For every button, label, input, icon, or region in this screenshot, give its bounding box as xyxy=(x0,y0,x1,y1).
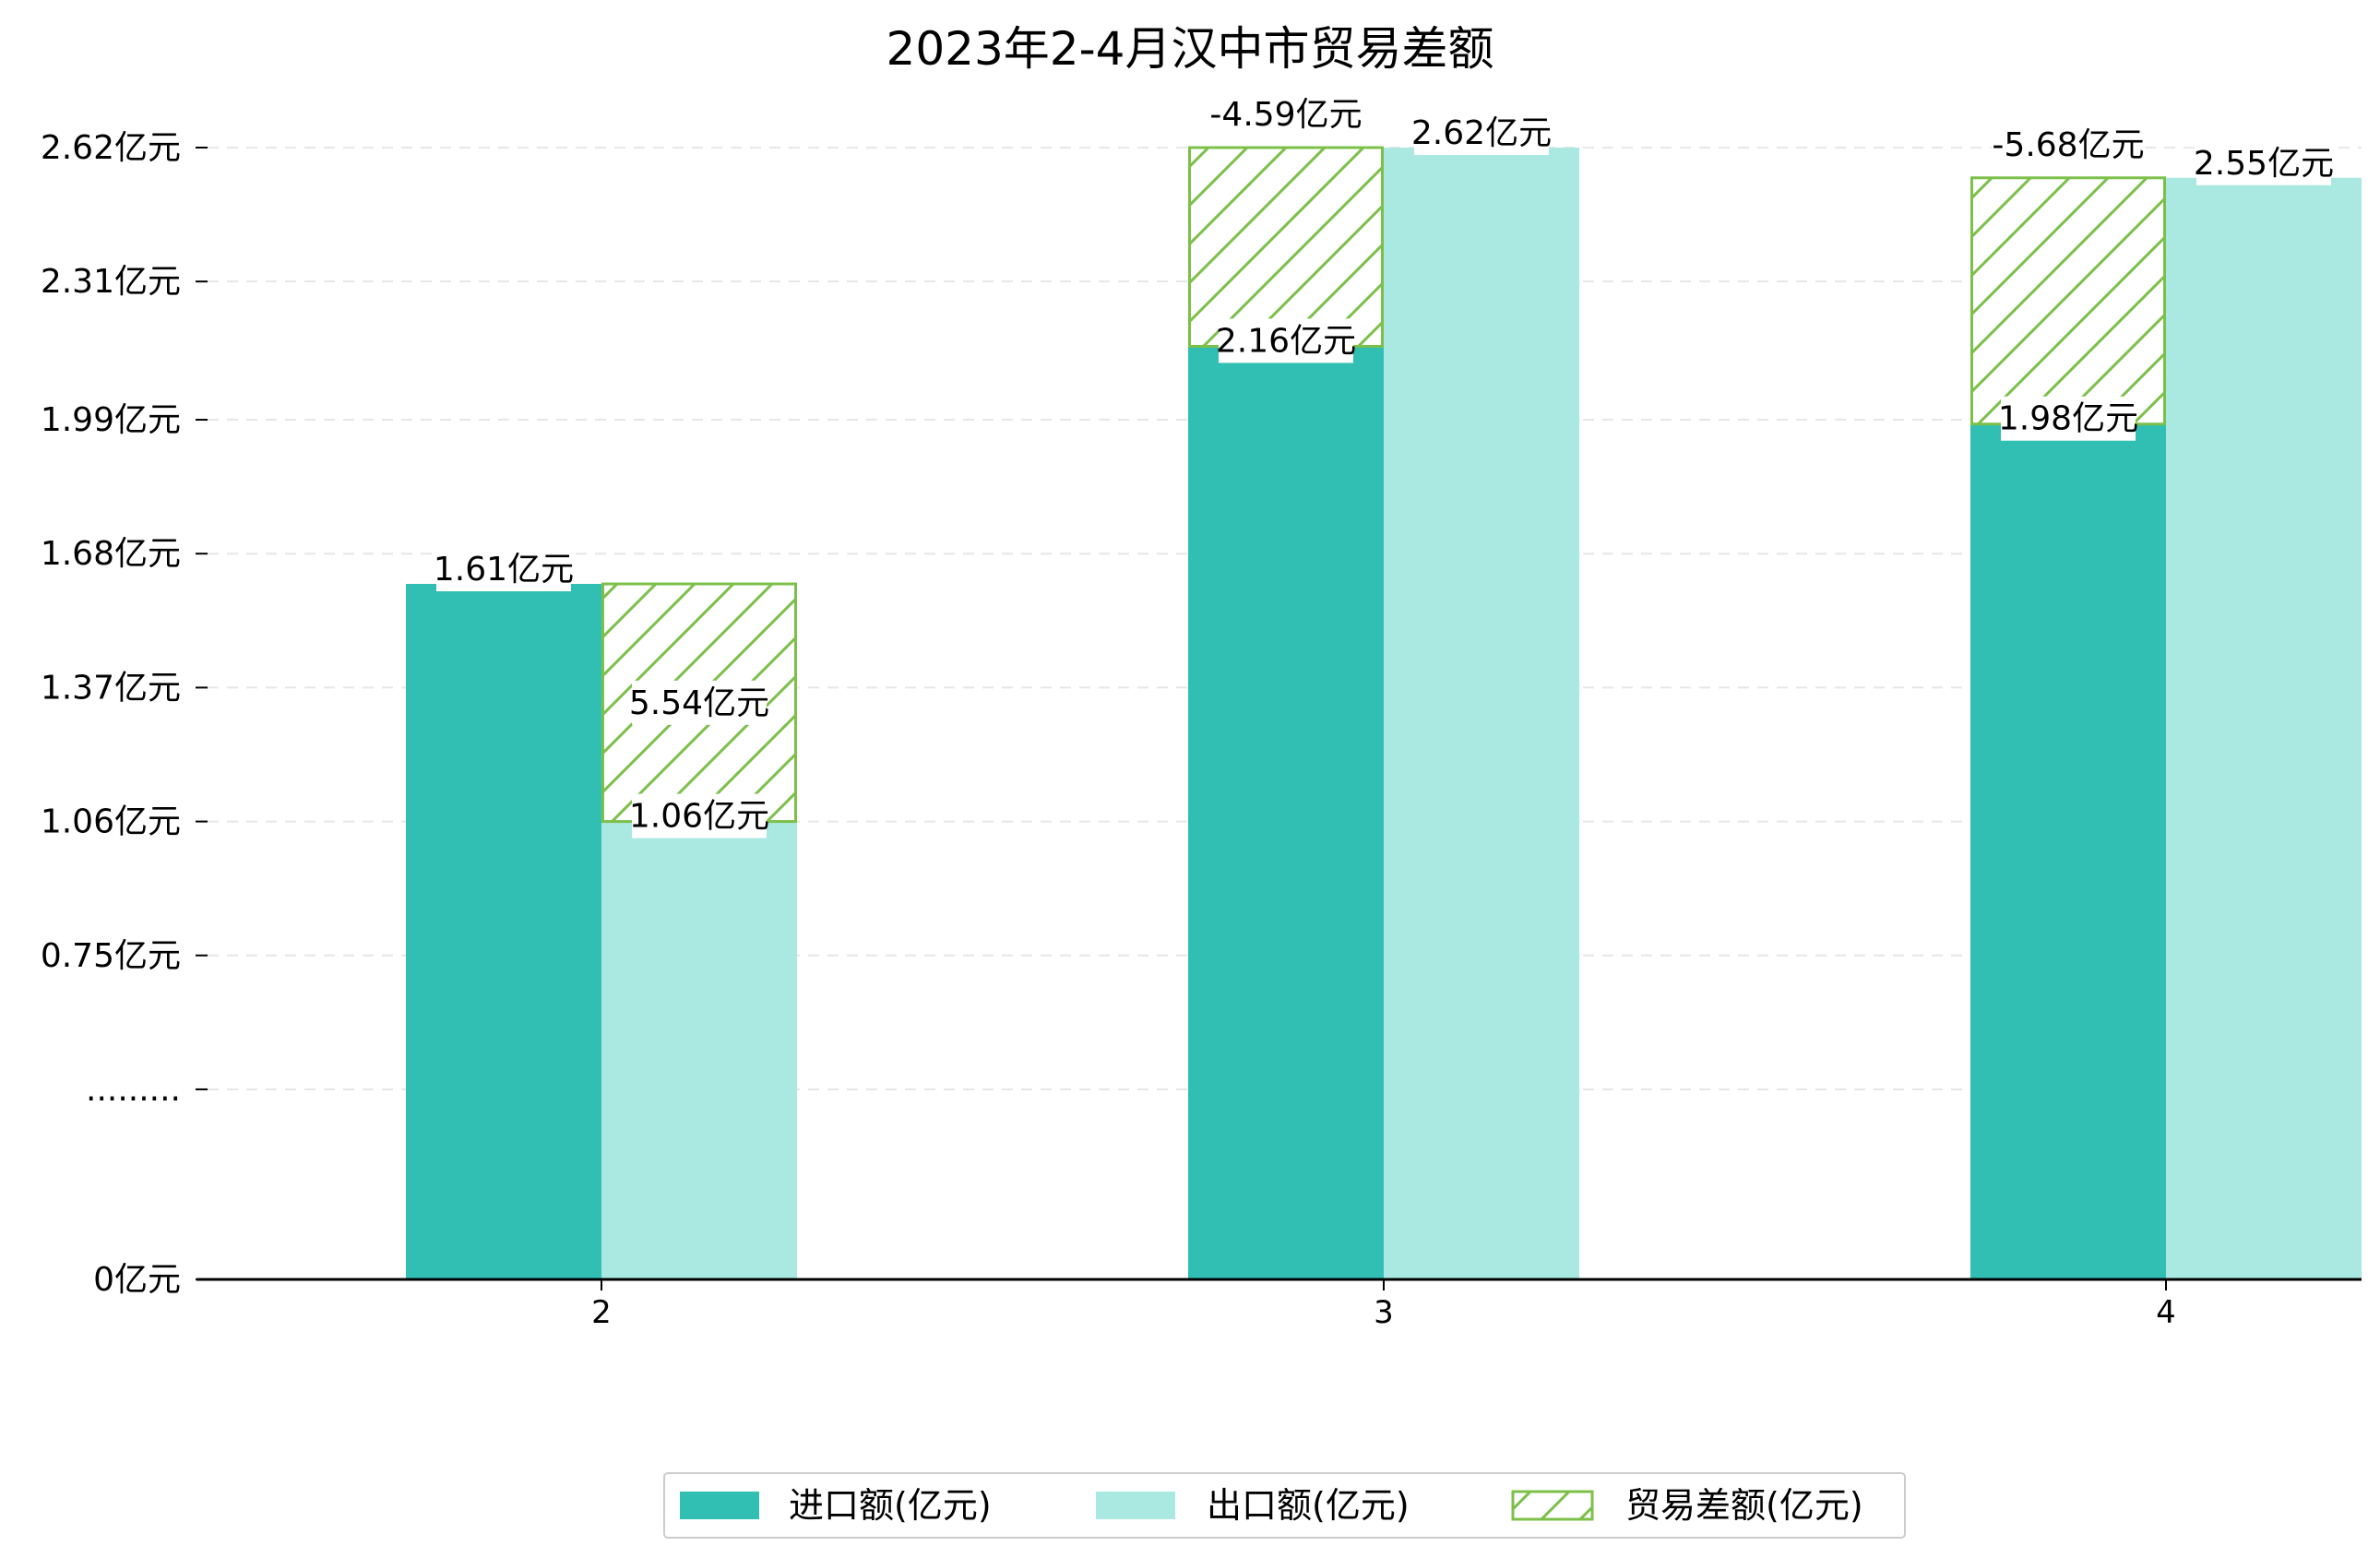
y-tick-label: 0亿元 xyxy=(93,1261,181,1299)
import-bar xyxy=(406,584,601,1279)
export-bar xyxy=(601,821,797,1279)
y-tick-label: ......... xyxy=(86,1071,181,1109)
data-label-bg xyxy=(2001,396,2136,441)
data-label: 1.61亿元 xyxy=(434,551,574,589)
data-label-bg xyxy=(1208,92,1363,137)
y-tick-label: 1.99亿元 xyxy=(41,401,181,439)
y-axis: 0亿元......... 0.75亿元 1.06亿元 1.37亿元 1.68亿元 1.99… xyxy=(41,129,208,1299)
x-tick-label: 4 xyxy=(2156,1294,2176,1331)
data-label-bg xyxy=(632,680,767,725)
data-label-bg xyxy=(632,793,767,838)
data-label: 2.16亿元 xyxy=(1216,322,1356,360)
y-tick-label: 1.06亿元 xyxy=(41,803,181,841)
trade-balance-bar xyxy=(1970,176,2166,426)
data-label: -5.68亿元 xyxy=(1992,126,2144,164)
data-label-bg xyxy=(1414,111,1549,155)
export-bar xyxy=(2166,177,2362,1279)
x-tick-label: 2 xyxy=(591,1294,612,1331)
data-labels: 1.61亿元 1.06亿元 5.54亿元 2.62亿元 2.16亿元 -4.59亿元 2.5… xyxy=(434,92,2334,838)
bars xyxy=(406,146,2362,1279)
data-label: -4.59亿元 xyxy=(1209,96,1362,134)
data-label: 2.55亿元 xyxy=(2194,145,2334,183)
data-label: 1.06亿元 xyxy=(629,798,769,836)
legend-label: 出口额(亿元) xyxy=(1207,1485,1410,1526)
y-tick-label: 2.31亿元 xyxy=(41,263,181,301)
data-label-bg xyxy=(2196,140,2331,185)
import-bar xyxy=(1970,423,2166,1279)
data-label: 5.54亿元 xyxy=(629,684,769,722)
trade-balance-bar xyxy=(1188,146,1384,348)
data-label-bg xyxy=(1219,318,1353,363)
legend-label: 进口额(亿元) xyxy=(789,1485,992,1526)
import-bar xyxy=(1188,346,1384,1279)
data-label: 2.62亿元 xyxy=(1411,114,1552,152)
x-tick-label: 3 xyxy=(1374,1294,1394,1331)
legend-box xyxy=(663,1472,1906,1539)
legend-swatch xyxy=(1096,1492,1175,1519)
legend-label: 贸易差额(亿元) xyxy=(1625,1485,1863,1526)
y-tick-label: 1.68亿元 xyxy=(41,535,181,573)
data-label-bg xyxy=(1991,122,2146,167)
legend: 进口额(亿元) 出口额(亿元) 贸易差额(亿元) xyxy=(663,1472,1906,1539)
y-tick-label: 1.37亿元 xyxy=(41,669,181,707)
chart-title: 2023年2-4月汉中市贸易差额 xyxy=(887,22,1494,76)
export-bar xyxy=(1384,148,1579,1279)
legend-swatch xyxy=(1511,1490,1594,1521)
data-label: 1.98亿元 xyxy=(1998,400,2138,438)
data-label-bg xyxy=(436,547,571,592)
legend-swatch xyxy=(680,1492,759,1519)
y-tick-label: 2.62亿元 xyxy=(41,129,181,167)
y-tick-label: 0.75亿元 xyxy=(41,937,181,975)
x-axis: 2 3 4 xyxy=(196,1278,2362,1331)
